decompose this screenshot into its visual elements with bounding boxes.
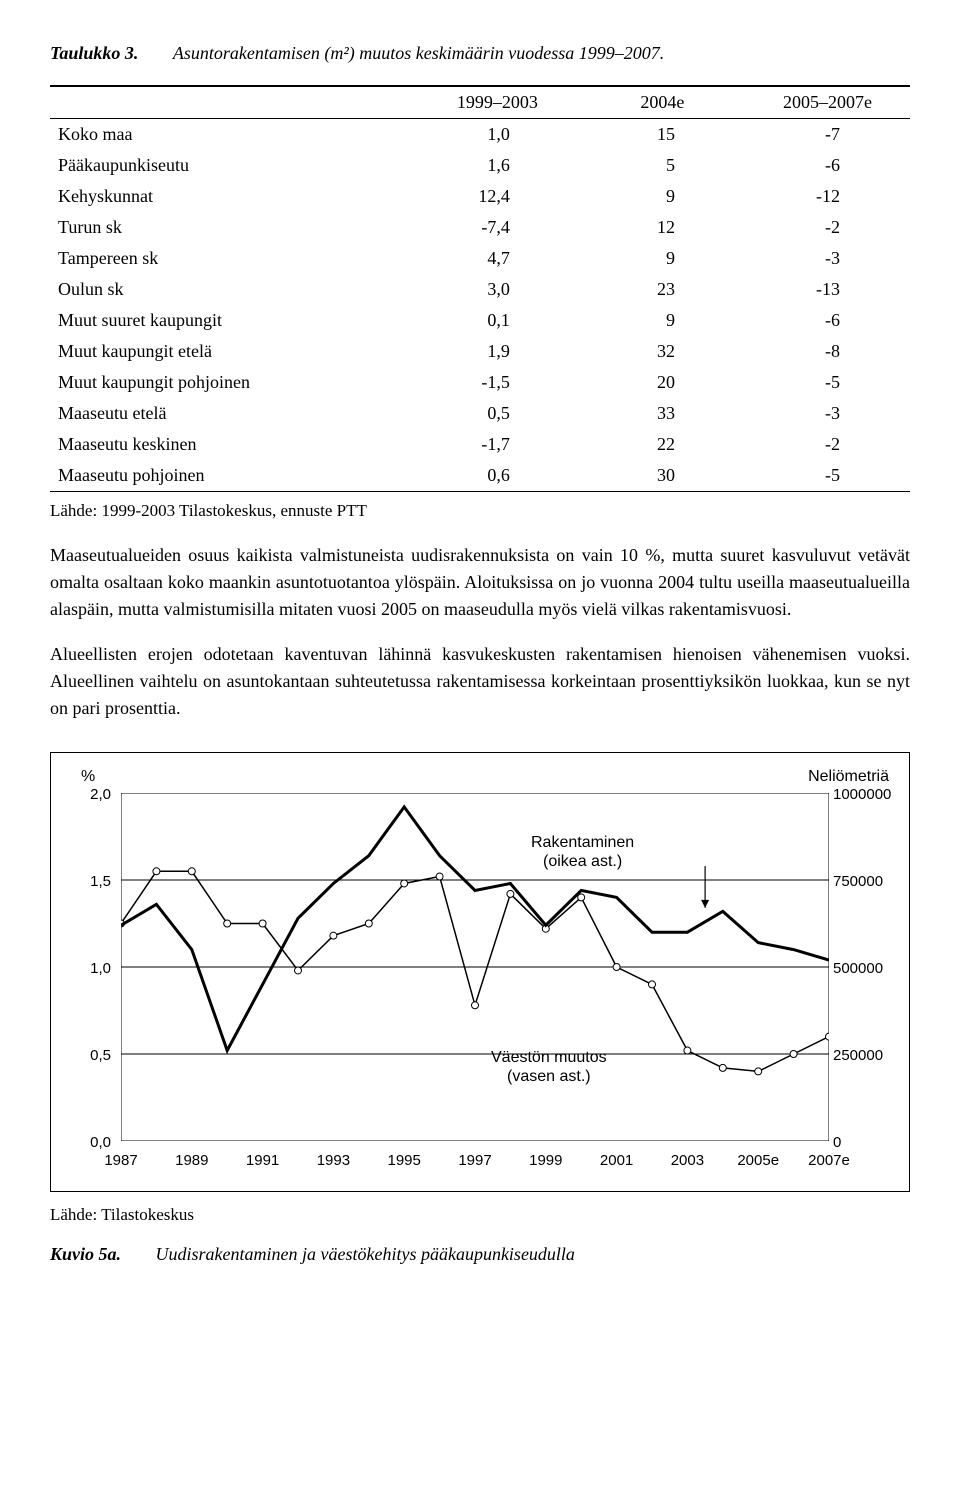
- row-label: Tampereen sk: [50, 243, 415, 274]
- row-cell: 9: [580, 243, 745, 274]
- y-right-tick: 500000: [833, 958, 909, 981]
- row-cell: 20: [580, 367, 745, 398]
- table-row: Muut kaupungit pohjoinen-1,520-5: [50, 367, 910, 398]
- table-row: Koko maa1,015-7: [50, 119, 910, 151]
- row-cell: -3: [745, 398, 910, 429]
- row-cell: 32: [580, 336, 745, 367]
- row-cell: 4,7: [415, 243, 580, 274]
- x-tick: 2007e: [808, 1150, 850, 1173]
- row-cell: 15: [580, 119, 745, 151]
- y-right-tick: 250000: [833, 1045, 909, 1068]
- table-source: Lähde: 1999-2003 Tilastokeskus, ennuste …: [50, 498, 910, 524]
- row-cell: -12: [745, 181, 910, 212]
- table-row: Kehyskunnat12,49-12: [50, 181, 910, 212]
- row-cell: 0,6: [415, 460, 580, 492]
- row-cell: 12,4: [415, 181, 580, 212]
- annotation-rakentaminen: Rakentaminen (oikea ast.): [531, 833, 634, 871]
- y-right-tick: 750000: [833, 871, 909, 894]
- row-cell: -8: [745, 336, 910, 367]
- paragraph-2: Alueellisten erojen odotetaan kaventuvan…: [50, 641, 910, 722]
- chart-container: % Neliömetriä Rakentaminen (oikea ast.) …: [50, 752, 910, 1192]
- row-cell: -7,4: [415, 212, 580, 243]
- row-cell: 30: [580, 460, 745, 492]
- row-cell: 22: [580, 429, 745, 460]
- row-label: Maaseutu pohjoinen: [50, 460, 415, 492]
- table-row: Turun sk-7,412-2: [50, 212, 910, 243]
- row-cell: -5: [745, 460, 910, 492]
- row-cell: -1,7: [415, 429, 580, 460]
- x-tick: 2005e: [737, 1150, 779, 1173]
- row-cell: -6: [745, 305, 910, 336]
- row-cell: 23: [580, 274, 745, 305]
- table-label: Taulukko 3.: [50, 43, 138, 63]
- table-row: Maaseutu keskinen-1,722-2: [50, 429, 910, 460]
- row-cell: 33: [580, 398, 745, 429]
- x-tick: 1989: [175, 1150, 208, 1173]
- row-cell: 0,1: [415, 305, 580, 336]
- row-label: Muut suuret kaupungit: [50, 305, 415, 336]
- row-label: Kehyskunnat: [50, 181, 415, 212]
- col-header-1: 2004e: [580, 86, 745, 119]
- col-header-0: 1999–2003: [415, 86, 580, 119]
- x-tick: 1991: [246, 1150, 279, 1173]
- row-cell: 9: [580, 305, 745, 336]
- row-cell: -1,5: [415, 367, 580, 398]
- x-tick: 1993: [317, 1150, 350, 1173]
- row-cell: 1,0: [415, 119, 580, 151]
- row-label: Turun sk: [50, 212, 415, 243]
- figure-title: Uudisrakentaminen ja väestökehitys pääka…: [156, 1244, 575, 1264]
- chart-source: Lähde: Tilastokeskus: [50, 1202, 910, 1228]
- row-label: Pääkaupunkiseutu: [50, 150, 415, 181]
- col-header-2: 2005–2007e: [745, 86, 910, 119]
- row-label: Maaseutu etelä: [50, 398, 415, 429]
- x-tick: 2003: [671, 1150, 704, 1173]
- row-label: Muut kaupungit pohjoinen: [50, 367, 415, 398]
- y-left-tick: 1,0: [51, 958, 111, 981]
- figure-label: Kuvio 5a.: [50, 1244, 121, 1264]
- row-label: Oulun sk: [50, 274, 415, 305]
- table-title: Asuntorakentamisen (m²) muutos keskimäär…: [173, 43, 664, 63]
- row-cell: -7: [745, 119, 910, 151]
- row-cell: 0,5: [415, 398, 580, 429]
- x-tick: 1987: [104, 1150, 137, 1173]
- row-cell: -13: [745, 274, 910, 305]
- table-row: Tampereen sk4,79-3: [50, 243, 910, 274]
- row-cell: 5: [580, 150, 745, 181]
- row-cell: -3: [745, 243, 910, 274]
- row-cell: 3,0: [415, 274, 580, 305]
- table-row: Muut kaupungit etelä1,932-8: [50, 336, 910, 367]
- y-right-tick: 1000000: [833, 784, 909, 807]
- row-cell: 1,6: [415, 150, 580, 181]
- row-cell: -5: [745, 367, 910, 398]
- table-row: Muut suuret kaupungit0,19-6: [50, 305, 910, 336]
- row-label: Maaseutu keskinen: [50, 429, 415, 460]
- y-left-tick: 0,5: [51, 1045, 111, 1068]
- row-label: Koko maa: [50, 119, 415, 151]
- row-cell: 1,9: [415, 336, 580, 367]
- figure-caption: Kuvio 5a. Uudisrakentaminen ja väestökeh…: [50, 1241, 910, 1268]
- y-left-tick: 2,0: [51, 784, 111, 807]
- x-tick: 1997: [458, 1150, 491, 1173]
- table-row: Maaseutu etelä0,533-3: [50, 398, 910, 429]
- x-tick: 2001: [600, 1150, 633, 1173]
- row-cell: -2: [745, 429, 910, 460]
- row-label: Muut kaupungit etelä: [50, 336, 415, 367]
- annotation-vaesto: Väestön muutos (vasen ast.): [491, 1048, 607, 1086]
- x-tick: 1995: [388, 1150, 421, 1173]
- row-cell: 12: [580, 212, 745, 243]
- data-table: 1999–2003 2004e 2005–2007e Koko maa1,015…: [50, 85, 910, 492]
- row-cell: -6: [745, 150, 910, 181]
- table-row: Maaseutu pohjoinen0,630-5: [50, 460, 910, 492]
- row-cell: -2: [745, 212, 910, 243]
- y-left-tick: 0,0: [51, 1132, 111, 1155]
- chart-svg: [121, 793, 829, 1141]
- paragraph-1: Maaseutualueiden osuus kaikista valmistu…: [50, 542, 910, 623]
- table-caption: Taulukko 3. Asuntorakentamisen (m²) muut…: [50, 40, 910, 67]
- table-row: Oulun sk3,023-13: [50, 274, 910, 305]
- y-left-tick: 1,5: [51, 871, 111, 894]
- x-tick: 1999: [529, 1150, 562, 1173]
- row-cell: 9: [580, 181, 745, 212]
- table-row: Pääkaupunkiseutu1,65-6: [50, 150, 910, 181]
